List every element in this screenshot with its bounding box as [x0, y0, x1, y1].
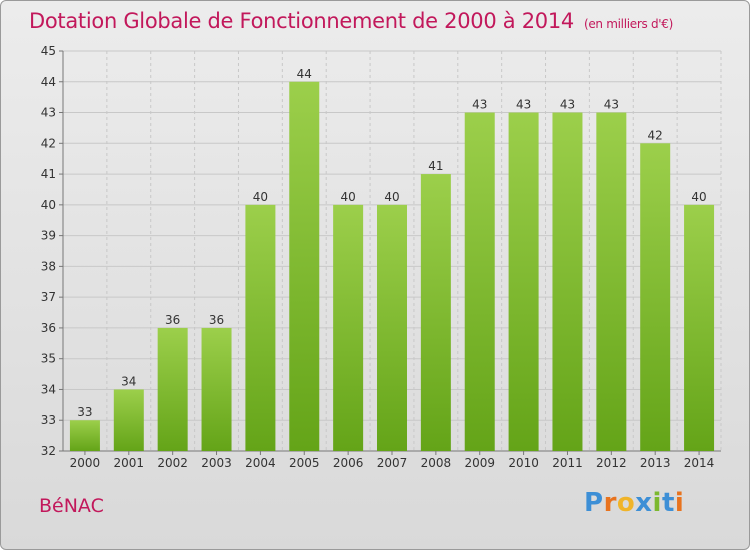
logo-letter: i [652, 488, 662, 518]
value-label-2005: 44 [297, 67, 312, 81]
bar-2008 [420, 174, 451, 452]
y-tick-label-39: 39 [41, 229, 56, 243]
logo-letter: x [635, 488, 653, 518]
x-tick-label-2009: 2009 [464, 456, 495, 470]
logo-letter: o [616, 488, 636, 518]
value-label-2009: 43 [472, 98, 487, 112]
bar-2009 [464, 112, 495, 452]
x-tick-label-2008: 2008 [421, 456, 452, 470]
bars [69, 81, 715, 452]
y-tick-label-44: 44 [41, 75, 56, 89]
bar-2000 [69, 420, 100, 451]
y-tick-label-40: 40 [41, 198, 56, 212]
value-label-2001: 34 [121, 374, 136, 388]
value-label-2012: 43 [604, 98, 619, 112]
bar-2004 [245, 204, 276, 451]
bar-2011 [552, 112, 583, 452]
commune-name: BéNAC [39, 495, 104, 517]
value-label-2003: 36 [209, 313, 224, 327]
value-label-2002: 36 [165, 313, 180, 327]
x-tick-label-2007: 2007 [377, 456, 408, 470]
y-tick-label-42: 42 [41, 136, 56, 150]
chart-title-text: Dotation Globale de Fonctionnement de 20… [29, 9, 574, 33]
x-tick-label-2014: 2014 [684, 456, 715, 470]
y-tick-label-35: 35 [41, 352, 56, 366]
y-tick-label-36: 36 [41, 321, 56, 335]
value-label-2008: 41 [428, 159, 443, 173]
bar-2012 [596, 112, 627, 452]
x-tick-label-2006: 2006 [333, 456, 364, 470]
x-tick-label-2005: 2005 [289, 456, 320, 470]
value-label-2014: 40 [691, 190, 706, 204]
chart-subtitle: (en milliers d'€) [583, 17, 673, 31]
bar-2001 [113, 389, 144, 451]
bar-2003 [201, 327, 232, 451]
x-tick-label-2004: 2004 [245, 456, 276, 470]
x-tick-label-2003: 2003 [201, 456, 232, 470]
y-tick-label-41: 41 [41, 167, 56, 181]
value-label-2011: 43 [560, 98, 575, 112]
value-label-2000: 33 [77, 405, 92, 419]
y-tick-label-37: 37 [41, 290, 56, 304]
bar-2010 [508, 112, 539, 452]
x-tick-label-2012: 2012 [596, 456, 627, 470]
labels: 33 34 36 36 40 44 40 40 41 43 43 43 43 42 40 [77, 67, 706, 419]
logo-letter: t [661, 488, 675, 518]
x-tick-label-2010: 2010 [508, 456, 539, 470]
value-label-2013: 42 [648, 128, 663, 142]
x-tick-label-2002: 2002 [157, 456, 188, 470]
x-tick-label-2001: 2001 [114, 456, 145, 470]
bar-2014 [684, 204, 715, 451]
bar-2005 [289, 81, 320, 452]
logo-letter: P [584, 488, 604, 518]
x-tick-label-2013: 2013 [640, 456, 671, 470]
y-tick-label-43: 43 [41, 106, 56, 120]
logo-letter: i [674, 488, 685, 518]
y-tick-label-38: 38 [41, 259, 56, 273]
value-label-2007: 40 [384, 190, 399, 204]
value-label-2010: 43 [516, 98, 531, 112]
proxiti-logo: Proxiti [584, 488, 684, 518]
y-tick-label-33: 33 [41, 413, 56, 427]
bar-2013 [640, 143, 671, 452]
bar-2007 [377, 204, 407, 451]
value-label-2006: 40 [340, 190, 355, 204]
x-tick-label-2000: 2000 [70, 456, 101, 470]
bar-2002 [157, 327, 188, 451]
y-tick-label-45: 45 [41, 44, 56, 58]
value-label-2004: 40 [253, 190, 268, 204]
y-tick-label-34: 34 [41, 382, 56, 396]
bar-2006 [333, 204, 364, 451]
logo-letter: r [603, 488, 617, 518]
chart-title: Dotation Globale de Fonctionnement de 20… [29, 9, 673, 33]
x-tick-label-2011: 2011 [552, 456, 583, 470]
y-tick-label-32: 32 [41, 444, 56, 458]
